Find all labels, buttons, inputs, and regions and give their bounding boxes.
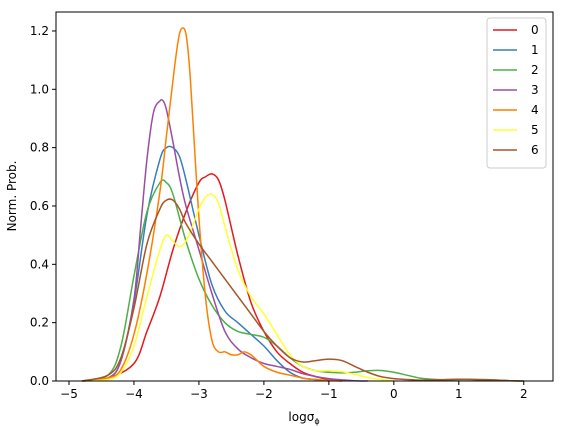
legend-label-0: 0 (531, 23, 539, 37)
series-layer (81, 27, 524, 382)
y-tick-label: 1.2 (30, 24, 49, 38)
legend-label-6: 6 (531, 143, 539, 157)
y-tick-label: 0.2 (30, 316, 49, 330)
x-tick-label: 1 (455, 387, 463, 401)
series-line-0 (81, 173, 342, 382)
y-axis: 0.0 0.2 0.4 0.6 0.8 1.0 1.2 (30, 24, 56, 388)
series-line-5 (81, 193, 394, 382)
x-tick-label: 0 (390, 387, 398, 401)
y-tick-label: 0.8 (30, 141, 49, 155)
x-tick-label: 2 (520, 387, 528, 401)
plot-frame (55, 11, 554, 382)
legend-label-2: 2 (531, 63, 539, 77)
y-tick-label: 1.0 (30, 82, 49, 96)
x-tick-label: −1 (320, 387, 338, 401)
x-tick-label: −5 (60, 387, 78, 401)
series-line-4 (81, 27, 342, 382)
legend-label-3: 3 (531, 83, 539, 97)
series-line-6 (81, 198, 524, 382)
y-axis-label: Norm. Prob. (5, 161, 19, 232)
x-axis-label-main: logσ (288, 410, 314, 424)
x-tick-label: −2 (255, 387, 273, 401)
legend-label-4: 4 (531, 103, 539, 117)
y-tick-label: 0.6 (30, 199, 49, 213)
x-axis-label: logσϕ (288, 410, 319, 426)
y-tick-label: 0.0 (30, 374, 49, 388)
series-line-3 (81, 98, 368, 382)
y-tick-label: 0.4 (30, 257, 49, 271)
x-tick-label: −3 (190, 387, 208, 401)
legend: 0 1 2 3 4 5 6 (486, 17, 547, 169)
legend-label-1: 1 (531, 43, 539, 57)
x-tick-label: −4 (125, 387, 143, 401)
x-axis: −5 −4 −3 −2 −1 0 1 2 (60, 381, 528, 401)
legend-label-5: 5 (531, 123, 539, 137)
x-axis-label-subscript: ϕ (314, 417, 319, 426)
